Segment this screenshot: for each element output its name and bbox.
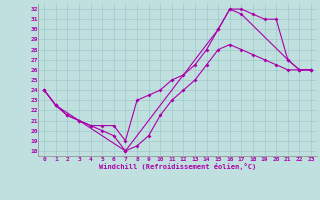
X-axis label: Windchill (Refroidissement éolien,°C): Windchill (Refroidissement éolien,°C) xyxy=(99,163,256,170)
